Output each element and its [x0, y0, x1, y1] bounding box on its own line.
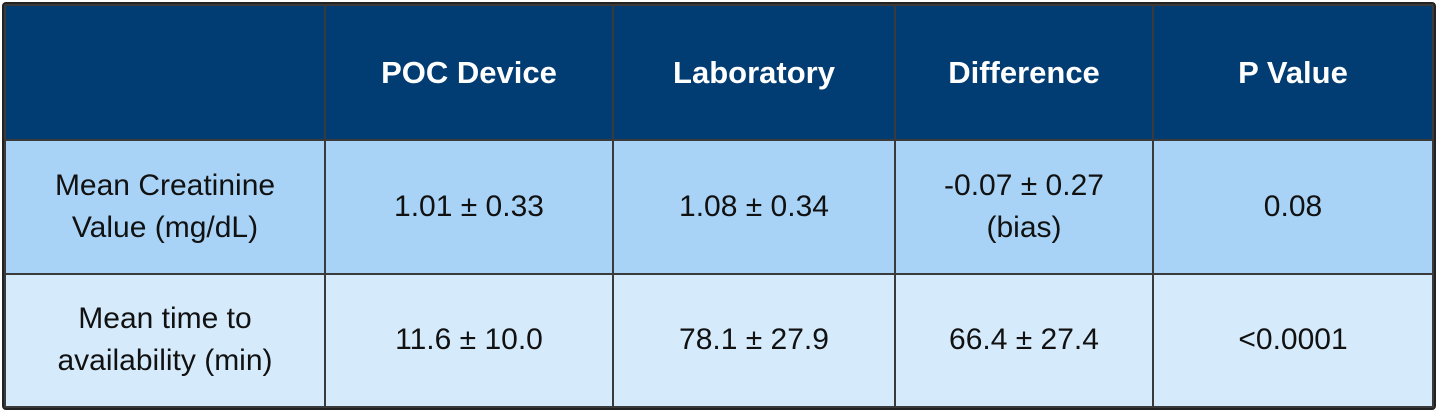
data-cell: 11.6 ± 10.0 — [324, 272, 614, 408]
header-corner — [4, 4, 326, 141]
cell-line: <0.0001 — [1238, 323, 1348, 357]
cell-line: Value (mg/dL) — [71, 210, 259, 244]
data-cell: 1.01 ± 0.33 — [324, 139, 614, 275]
header-cell: Difference — [894, 4, 1154, 141]
header-cell: P Value — [1152, 4, 1434, 141]
data-cell: 78.1 ± 27.9 — [612, 272, 896, 408]
cell-line: 1.01 ± 0.33 — [394, 189, 544, 223]
cell-line: (bias) — [986, 210, 1062, 244]
data-cell: -0.07 ± 0.27 (bias) — [894, 139, 1154, 275]
header-row: POC Device Laboratory Difference P Value — [4, 4, 1434, 141]
cell-line: Mean time to — [78, 302, 252, 336]
data-cell: 0.08 — [1152, 139, 1434, 275]
header-cell: POC Device — [324, 4, 614, 141]
data-cell: 1.08 ± 0.34 — [612, 139, 896, 275]
cell-line: availability (min) — [57, 344, 273, 378]
row-label: Mean time to availability (min) — [4, 272, 326, 408]
cell-line: 11.6 ± 10.0 — [395, 323, 543, 357]
cell-line: -0.07 ± 0.27 — [944, 168, 1104, 202]
cell-line: 1.08 ± 0.34 — [679, 189, 829, 223]
data-table: POC Device Laboratory Difference P Value Me… — [4, 4, 1434, 408]
table-row: Mean time to availability (min) 11.6 ± 10.… — [4, 272, 1434, 408]
data-cell: <0.0001 — [1152, 272, 1434, 408]
cell-line: Mean Creatinine — [54, 168, 276, 202]
row-label: Mean Creatinine Value (mg/dL) — [4, 139, 326, 275]
data-cell: 66.4 ± 27.4 — [894, 272, 1154, 408]
header-cell: Laboratory — [612, 4, 896, 141]
table-row: Mean Creatinine Value (mg/dL) 1.01 ± 0.33 1… — [4, 139, 1434, 275]
cell-line: 78.1 ± 27.9 — [679, 323, 829, 357]
cell-line: 0.08 — [1263, 189, 1323, 223]
cell-line: 66.4 ± 27.4 — [949, 323, 1099, 357]
